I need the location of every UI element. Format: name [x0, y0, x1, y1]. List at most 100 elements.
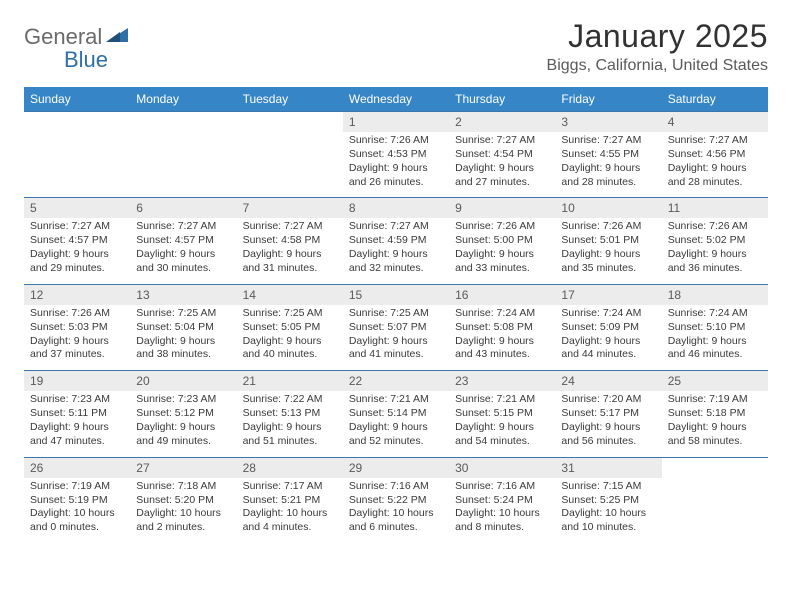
day-detail: Sunrise: 7:25 AMSunset: 5:05 PMDaylight:… [237, 305, 343, 370]
day-number: 12 [24, 284, 130, 305]
day-detail-empty [237, 131, 343, 187]
day-number-empty [662, 457, 768, 477]
day-number: 27 [130, 457, 236, 478]
day-number: 23 [449, 370, 555, 391]
day-cell [662, 457, 768, 543]
day-cell: 13Sunrise: 7:25 AMSunset: 5:04 PMDayligh… [130, 284, 236, 370]
day-number-empty [24, 111, 130, 131]
day-number: 25 [662, 370, 768, 391]
day-cell: 15Sunrise: 7:25 AMSunset: 5:07 PMDayligh… [343, 284, 449, 370]
day-number: 4 [662, 111, 768, 132]
day-detail: Sunrise: 7:16 AMSunset: 5:24 PMDaylight:… [449, 478, 555, 543]
day-number: 11 [662, 197, 768, 218]
brand-blue: Blue [64, 47, 108, 72]
day-detail: Sunrise: 7:20 AMSunset: 5:17 PMDaylight:… [555, 391, 661, 456]
day-cell: 31Sunrise: 7:15 AMSunset: 5:25 PMDayligh… [555, 457, 661, 543]
day-cell [130, 111, 236, 197]
day-cell: 14Sunrise: 7:25 AMSunset: 5:05 PMDayligh… [237, 284, 343, 370]
weekday-header-row: Sunday Monday Tuesday Wednesday Thursday… [24, 87, 768, 111]
day-detail: Sunrise: 7:23 AMSunset: 5:12 PMDaylight:… [130, 391, 236, 456]
day-number: 18 [662, 284, 768, 305]
day-detail: Sunrise: 7:27 AMSunset: 4:57 PMDaylight:… [24, 218, 130, 283]
day-cell: 19Sunrise: 7:23 AMSunset: 5:11 PMDayligh… [24, 370, 130, 456]
day-cell: 3Sunrise: 7:27 AMSunset: 4:55 PMDaylight… [555, 111, 661, 197]
day-cell: 30Sunrise: 7:16 AMSunset: 5:24 PMDayligh… [449, 457, 555, 543]
calendar-table: Sunday Monday Tuesday Wednesday Thursday… [24, 87, 768, 543]
day-number: 26 [24, 457, 130, 478]
day-detail: Sunrise: 7:25 AMSunset: 5:07 PMDaylight:… [343, 305, 449, 370]
weekday-sunday: Sunday [24, 87, 130, 111]
day-cell [24, 111, 130, 197]
day-detail: Sunrise: 7:27 AMSunset: 4:57 PMDaylight:… [130, 218, 236, 283]
day-number: 30 [449, 457, 555, 478]
day-cell: 21Sunrise: 7:22 AMSunset: 5:13 PMDayligh… [237, 370, 343, 456]
day-detail: Sunrise: 7:17 AMSunset: 5:21 PMDaylight:… [237, 478, 343, 543]
day-detail: Sunrise: 7:27 AMSunset: 4:58 PMDaylight:… [237, 218, 343, 283]
day-cell [237, 111, 343, 197]
day-detail: Sunrise: 7:27 AMSunset: 4:55 PMDaylight:… [555, 132, 661, 197]
day-number: 29 [343, 457, 449, 478]
day-detail-empty [662, 477, 768, 533]
day-detail: Sunrise: 7:24 AMSunset: 5:10 PMDaylight:… [662, 305, 768, 370]
weekday-tuesday: Tuesday [237, 87, 343, 111]
day-number-empty [130, 111, 236, 131]
day-detail: Sunrise: 7:22 AMSunset: 5:13 PMDaylight:… [237, 391, 343, 456]
day-cell: 27Sunrise: 7:18 AMSunset: 5:20 PMDayligh… [130, 457, 236, 543]
calendar-week-row: 5Sunrise: 7:27 AMSunset: 4:57 PMDaylight… [24, 197, 768, 283]
calendar-week-row: 1Sunrise: 7:26 AMSunset: 4:53 PMDaylight… [24, 111, 768, 197]
day-detail: Sunrise: 7:24 AMSunset: 5:08 PMDaylight:… [449, 305, 555, 370]
day-cell: 24Sunrise: 7:20 AMSunset: 5:17 PMDayligh… [555, 370, 661, 456]
day-cell: 12Sunrise: 7:26 AMSunset: 5:03 PMDayligh… [24, 284, 130, 370]
day-detail: Sunrise: 7:15 AMSunset: 5:25 PMDaylight:… [555, 478, 661, 543]
day-number: 2 [449, 111, 555, 132]
day-number: 20 [130, 370, 236, 391]
day-cell: 26Sunrise: 7:19 AMSunset: 5:19 PMDayligh… [24, 457, 130, 543]
page: General January 2025 Biggs, California, … [0, 0, 792, 543]
day-cell: 23Sunrise: 7:21 AMSunset: 5:15 PMDayligh… [449, 370, 555, 456]
day-number: 9 [449, 197, 555, 218]
day-cell: 6Sunrise: 7:27 AMSunset: 4:57 PMDaylight… [130, 197, 236, 283]
calendar-body: 1Sunrise: 7:26 AMSunset: 4:53 PMDaylight… [24, 111, 768, 543]
day-detail: Sunrise: 7:27 AMSunset: 4:54 PMDaylight:… [449, 132, 555, 197]
day-number: 14 [237, 284, 343, 305]
day-number-empty [237, 111, 343, 131]
day-detail: Sunrise: 7:26 AMSunset: 5:00 PMDaylight:… [449, 218, 555, 283]
day-detail: Sunrise: 7:26 AMSunset: 5:03 PMDaylight:… [24, 305, 130, 370]
day-detail: Sunrise: 7:24 AMSunset: 5:09 PMDaylight:… [555, 305, 661, 370]
day-cell: 17Sunrise: 7:24 AMSunset: 5:09 PMDayligh… [555, 284, 661, 370]
day-detail: Sunrise: 7:27 AMSunset: 4:56 PMDaylight:… [662, 132, 768, 197]
day-detail-empty [130, 131, 236, 187]
day-detail: Sunrise: 7:26 AMSunset: 4:53 PMDaylight:… [343, 132, 449, 197]
day-cell: 10Sunrise: 7:26 AMSunset: 5:01 PMDayligh… [555, 197, 661, 283]
day-cell: 5Sunrise: 7:27 AMSunset: 4:57 PMDaylight… [24, 197, 130, 283]
calendar-week-row: 12Sunrise: 7:26 AMSunset: 5:03 PMDayligh… [24, 284, 768, 370]
day-detail: Sunrise: 7:19 AMSunset: 5:19 PMDaylight:… [24, 478, 130, 543]
brand-logo: General [24, 18, 130, 50]
day-cell: 18Sunrise: 7:24 AMSunset: 5:10 PMDayligh… [662, 284, 768, 370]
calendar-week-row: 19Sunrise: 7:23 AMSunset: 5:11 PMDayligh… [24, 370, 768, 456]
day-number: 17 [555, 284, 661, 305]
day-cell: 22Sunrise: 7:21 AMSunset: 5:14 PMDayligh… [343, 370, 449, 456]
weekday-wednesday: Wednesday [343, 87, 449, 111]
day-detail: Sunrise: 7:25 AMSunset: 5:04 PMDaylight:… [130, 305, 236, 370]
day-cell: 16Sunrise: 7:24 AMSunset: 5:08 PMDayligh… [449, 284, 555, 370]
day-detail: Sunrise: 7:26 AMSunset: 5:02 PMDaylight:… [662, 218, 768, 283]
day-cell: 1Sunrise: 7:26 AMSunset: 4:53 PMDaylight… [343, 111, 449, 197]
day-cell: 25Sunrise: 7:19 AMSunset: 5:18 PMDayligh… [662, 370, 768, 456]
day-cell: 20Sunrise: 7:23 AMSunset: 5:12 PMDayligh… [130, 370, 236, 456]
day-cell: 11Sunrise: 7:26 AMSunset: 5:02 PMDayligh… [662, 197, 768, 283]
day-cell: 9Sunrise: 7:26 AMSunset: 5:00 PMDaylight… [449, 197, 555, 283]
day-number: 3 [555, 111, 661, 132]
brand-triangle-icon [106, 26, 128, 47]
day-cell: 8Sunrise: 7:27 AMSunset: 4:59 PMDaylight… [343, 197, 449, 283]
weekday-saturday: Saturday [662, 87, 768, 111]
day-number: 8 [343, 197, 449, 218]
day-number: 6 [130, 197, 236, 218]
day-cell: 7Sunrise: 7:27 AMSunset: 4:58 PMDaylight… [237, 197, 343, 283]
day-number: 31 [555, 457, 661, 478]
day-detail: Sunrise: 7:21 AMSunset: 5:14 PMDaylight:… [343, 391, 449, 456]
day-number: 10 [555, 197, 661, 218]
weekday-thursday: Thursday [449, 87, 555, 111]
weekday-monday: Monday [130, 87, 236, 111]
day-number: 1 [343, 111, 449, 132]
